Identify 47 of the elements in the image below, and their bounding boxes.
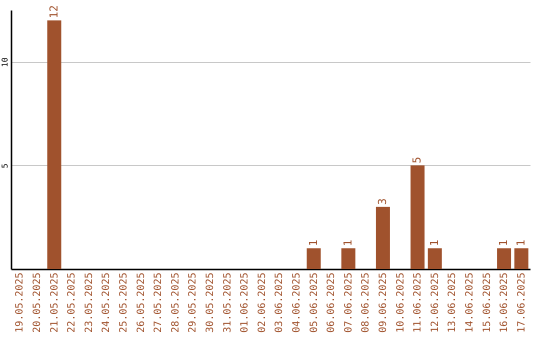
x-tick-label: 28.05.2025 — [170, 272, 182, 333]
bar — [376, 206, 390, 269]
data-label: 12 — [47, 5, 60, 18]
x-tick-label: 13.06.2025 — [447, 272, 458, 333]
x-tick-label: 06.06.2025 — [326, 272, 338, 333]
x-tick-label: 29.05.2025 — [188, 272, 199, 333]
data-label: 1 — [497, 240, 510, 246]
x-tick-label: 16.06.2025 — [499, 272, 510, 333]
x-tick-label: 19.05.2025 — [14, 272, 26, 333]
x-tick-label: 07.06.2025 — [343, 272, 354, 333]
x-tick-label: 27.05.2025 — [153, 272, 164, 333]
bar — [341, 248, 356, 269]
y-tick-label: 10 — [0, 57, 10, 68]
x-tick-label: 05.06.2025 — [308, 272, 320, 333]
x-tick-label: 31.05.2025 — [222, 272, 234, 333]
x-tick-label: 02.06.2025 — [256, 272, 268, 333]
data-label: 5 — [410, 156, 424, 164]
bar — [497, 248, 512, 269]
bar — [410, 165, 425, 269]
x-tick-label: 01.06.2025 — [240, 272, 251, 333]
data-label: 3 — [376, 198, 389, 205]
bar — [47, 20, 62, 269]
x-tick-label: 25.05.2025 — [118, 272, 130, 333]
x-tick-label: 22.05.2025 — [66, 272, 78, 333]
x-tick-label: 21.05.2025 — [49, 272, 60, 333]
x-tick-label: 10.06.2025 — [395, 272, 406, 333]
x-tick-label: 12.06.2025 — [430, 272, 441, 333]
bar — [428, 248, 442, 269]
bar — [514, 248, 528, 269]
x-tick-label: 26.05.2025 — [136, 272, 147, 333]
x-tick-label: 03.06.2025 — [274, 272, 286, 333]
bar — [306, 248, 321, 269]
x-tick-label: 24.05.2025 — [101, 272, 112, 333]
x-tick-label: 30.05.2025 — [204, 272, 216, 333]
x-tick-label: 04.06.2025 — [291, 272, 302, 333]
x-tick-label: 08.06.2025 — [360, 272, 372, 333]
x-tick-label: 15.06.2025 — [482, 272, 493, 333]
data-label: 1 — [514, 240, 528, 246]
x-tick-label: 09.06.2025 — [378, 272, 389, 333]
data-label: 1 — [341, 240, 354, 246]
data-label: 1 — [306, 240, 320, 246]
x-tick-label: 14.06.2025 — [464, 272, 476, 333]
x-tick-label: 11.06.2025 — [412, 272, 424, 333]
x-tick-label: 23.05.2025 — [84, 272, 95, 333]
data-label: 1 — [428, 240, 441, 246]
x-tick-label: 17.06.2025 — [516, 272, 528, 333]
x-tick-label: 20.05.2025 — [32, 272, 43, 333]
